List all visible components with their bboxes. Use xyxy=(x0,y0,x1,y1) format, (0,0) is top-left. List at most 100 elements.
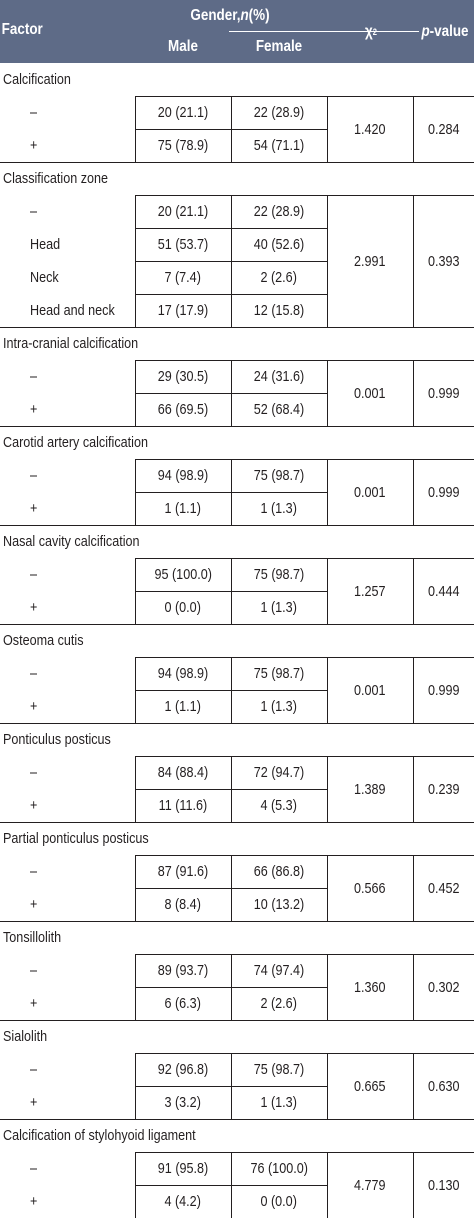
male-count-cell: 8 (8.4) xyxy=(164,896,202,913)
male-count-cell: 75 (78.9) xyxy=(157,137,209,154)
female-count-cell: 76 (100.0) xyxy=(250,1160,308,1177)
row-label: Head and neck xyxy=(30,302,115,319)
p-value-cell: 0.239 xyxy=(427,780,460,798)
female-count-cell: 75 (98.7) xyxy=(253,566,305,583)
row-label: + xyxy=(30,995,38,1012)
row-divider xyxy=(135,195,474,196)
row-label: + xyxy=(30,401,38,418)
column-divider xyxy=(231,756,232,822)
female-count-cell: 1 (1.3) xyxy=(260,1094,298,1111)
p-value-cell: 0.130 xyxy=(427,1176,460,1194)
male-column-header: Male xyxy=(168,38,198,55)
factor-group: Osteoma cutis – 94 (98.9) 75 (98.7) +1 (1.1)… xyxy=(0,624,474,724)
female-count-cell: 24 (31.6) xyxy=(253,368,305,385)
row-label: + xyxy=(30,500,38,517)
female-count-cell: 52 (68.4) xyxy=(253,401,305,418)
group-divider xyxy=(0,1020,474,1021)
group-divider xyxy=(0,822,474,823)
female-count-cell: 66 (86.8) xyxy=(253,863,305,880)
column-divider xyxy=(231,96,232,162)
female-count-cell: 74 (97.4) xyxy=(253,962,305,979)
female-count-cell: 54 (71.1) xyxy=(253,137,305,154)
column-divider xyxy=(231,1053,232,1119)
column-divider xyxy=(135,756,136,822)
factor-group: Sialolith – 92 (96.8) 75 (98.7) +3 (3.2) 1 (1… xyxy=(0,1020,474,1120)
group-divider xyxy=(0,162,474,163)
female-count-cell: 1 (1.3) xyxy=(260,500,298,517)
male-count-cell: 0 (0.0) xyxy=(164,599,202,616)
row-divider xyxy=(135,954,474,955)
male-count-cell: 29 (30.5) xyxy=(157,368,209,385)
factor-group: Classification zone – 20 (21.1) 22 (28.9) He… xyxy=(0,162,474,328)
column-divider xyxy=(327,195,328,327)
factor-title: Carotid artery calcification xyxy=(3,434,148,451)
column-divider xyxy=(413,1152,414,1218)
chi-square-cell: 2.991 xyxy=(354,252,386,270)
male-count-cell: 66 (69.5) xyxy=(157,401,209,418)
female-count-cell: 2 (2.6) xyxy=(260,269,298,286)
row-label: Neck xyxy=(30,269,59,286)
male-count-cell: 20 (21.1) xyxy=(157,104,209,121)
column-divider xyxy=(413,459,414,525)
factor-title: Intra-cranial calcification xyxy=(3,335,139,352)
factor-column-header: Factor xyxy=(1,21,43,38)
female-count-cell: 0 (0.0) xyxy=(260,1193,298,1210)
female-count-cell: 75 (98.7) xyxy=(253,665,305,682)
column-divider xyxy=(231,195,232,327)
column-divider xyxy=(135,1152,136,1218)
column-divider xyxy=(135,195,136,327)
row-label: Head xyxy=(30,236,61,253)
column-divider xyxy=(327,360,328,426)
row-divider xyxy=(135,855,474,856)
group-divider xyxy=(0,624,474,625)
p-value-cell: 0.302 xyxy=(427,978,460,996)
column-divider xyxy=(413,195,414,327)
p-value-cell: 0.452 xyxy=(427,879,460,897)
row-divider xyxy=(135,657,474,658)
column-divider xyxy=(231,657,232,723)
male-count-cell: 94 (98.9) xyxy=(157,665,209,682)
female-count-cell: 22 (28.9) xyxy=(253,104,305,121)
male-count-cell: 87 (91.6) xyxy=(157,863,209,880)
factor-group: Calcification of stylohyoid ligament – 91 … xyxy=(0,1119,474,1218)
column-divider xyxy=(413,96,414,162)
male-count-cell: 89 (93.7) xyxy=(157,962,209,979)
p-value-cell: 0.444 xyxy=(427,582,460,600)
group-divider xyxy=(0,426,474,427)
column-divider xyxy=(231,1152,232,1218)
column-divider xyxy=(231,459,232,525)
factor-title: Classification zone xyxy=(3,170,109,187)
factor-group: Tonsillolith – 89 (93.7) 74 (97.4) +6 (6.3) 2… xyxy=(0,921,474,1021)
column-divider xyxy=(231,954,232,1020)
group-divider xyxy=(0,1119,474,1120)
column-divider xyxy=(413,756,414,822)
male-count-cell: 4 (4.2) xyxy=(164,1193,202,1210)
column-divider xyxy=(135,954,136,1020)
male-count-cell: 7 (7.4) xyxy=(164,269,202,286)
factor-title: Osteoma cutis xyxy=(3,632,84,649)
column-divider xyxy=(413,360,414,426)
factor-group: Carotid artery calcification – 94 (98.9) 75… xyxy=(0,426,474,526)
row-label: – xyxy=(30,665,38,682)
factor-group: Nasal cavity calcification – 95 (100.0) 75 … xyxy=(0,525,474,625)
male-count-cell: 51 (53.7) xyxy=(157,236,209,253)
row-divider xyxy=(135,1152,474,1153)
column-divider xyxy=(327,657,328,723)
group-divider xyxy=(0,525,474,526)
column-divider xyxy=(231,360,232,426)
female-count-cell: 10 (13.2) xyxy=(253,896,305,913)
column-divider xyxy=(413,558,414,624)
male-count-cell: 17 (17.9) xyxy=(157,302,209,319)
column-divider xyxy=(327,1152,328,1218)
column-divider xyxy=(135,459,136,525)
row-divider xyxy=(135,1053,474,1054)
male-count-cell: 92 (96.8) xyxy=(157,1061,209,1078)
female-column-header: Female xyxy=(255,38,303,55)
p-value-column-header: p -value xyxy=(421,23,469,40)
factor-group: Ponticulus posticus – 84 (88.4) 72 (94.7) +1… xyxy=(0,723,474,823)
female-count-cell: 22 (28.9) xyxy=(253,203,305,220)
row-label: + xyxy=(30,599,38,616)
p-value-cell: 0.630 xyxy=(427,1077,460,1095)
p-value-cell: 0.999 xyxy=(427,483,460,501)
